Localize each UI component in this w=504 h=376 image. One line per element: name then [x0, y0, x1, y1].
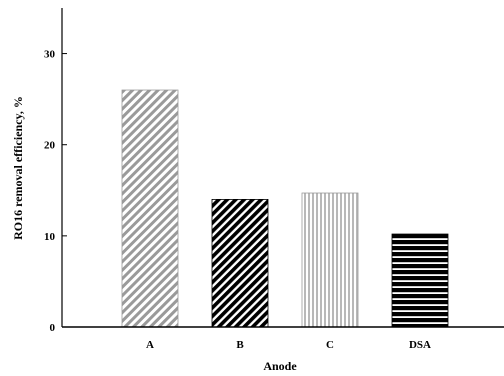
x-tick-label: B	[236, 339, 244, 351]
y-tick-label: 0	[50, 322, 56, 334]
bar-a	[121, 89, 179, 328]
y-ticks-group: 0 10 20 30	[44, 49, 67, 334]
x-ticks-group: A B C DSA	[146, 339, 431, 351]
x-tick-label: DSA	[409, 339, 431, 351]
y-tick-label: 20	[44, 140, 56, 152]
bar-b	[211, 198, 269, 328]
bar-dsa	[391, 233, 449, 328]
y-tick-label: 30	[44, 49, 56, 61]
y-axis-title: RO16 removal efficiency, %	[11, 96, 25, 240]
bar-c	[301, 192, 359, 328]
x-axis-title: Anode	[263, 359, 297, 373]
x-tick-label: A	[146, 339, 154, 351]
y-tick-label: 10	[44, 231, 56, 243]
bars-group	[121, 89, 449, 328]
x-tick-label: C	[326, 339, 334, 351]
